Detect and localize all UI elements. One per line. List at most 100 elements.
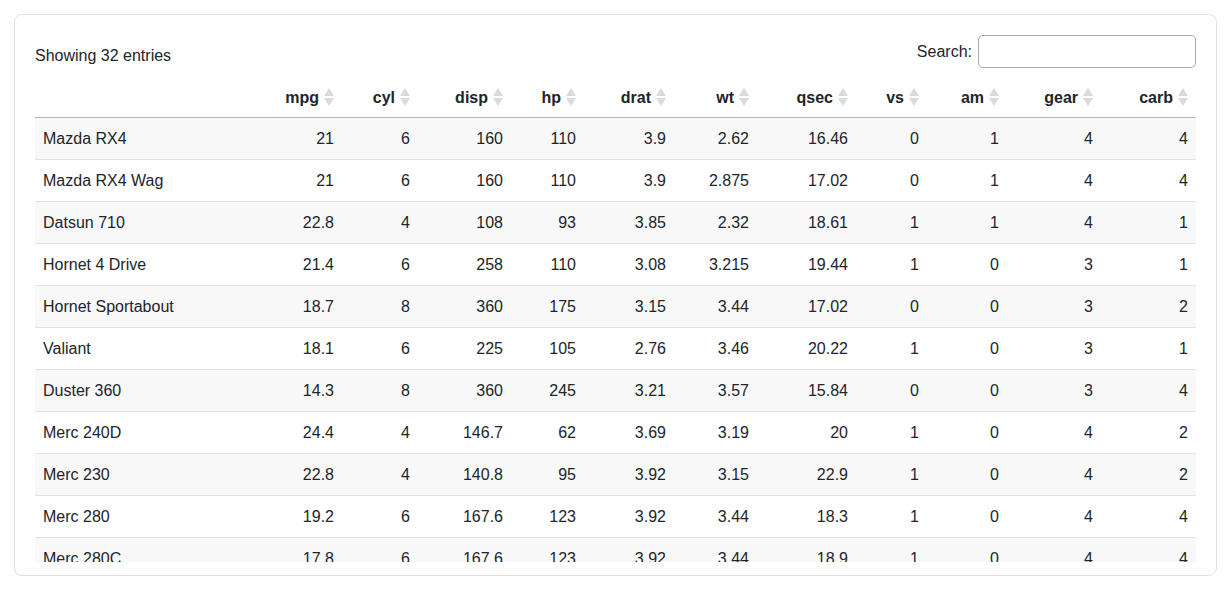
table-header-row: mpg cyl disphp drat wt qsec vs am gear carb — [35, 77, 1196, 118]
cell-am: 1 — [927, 202, 1007, 244]
sort-icon — [838, 88, 848, 106]
cell-gear: 4 — [1007, 496, 1101, 538]
cell-qsec: 20.22 — [757, 328, 856, 370]
cell-carb: 4 — [1101, 370, 1196, 412]
entries-count: Showing 32 entries — [35, 47, 171, 65]
cell-model: Hornet 4 Drive — [35, 244, 274, 286]
table-card: Showing 32 entries Search: mpg cyl disphp d… — [14, 14, 1217, 576]
cell-disp: 225 — [418, 328, 511, 370]
cell-disp: 360 — [418, 286, 511, 328]
cell-mpg: 17.8 — [274, 538, 342, 562]
sort-icon — [493, 88, 503, 106]
cell-disp: 146.7 — [418, 412, 511, 454]
cell-drat: 3.69 — [584, 412, 674, 454]
cell-am: 0 — [927, 496, 1007, 538]
column-header-wt[interactable]: wt — [674, 77, 757, 118]
table-body: Mazda RX42161601103.92.6216.460144Mazda … — [35, 118, 1196, 562]
cell-hp: 175 — [511, 286, 584, 328]
column-header-vs[interactable]: vs — [856, 77, 927, 118]
cell-vs: 1 — [856, 496, 927, 538]
cell-disp: 167.6 — [418, 538, 511, 562]
cell-hp: 110 — [511, 118, 584, 160]
cell-vs: 0 — [856, 118, 927, 160]
cell-qsec: 18.9 — [757, 538, 856, 562]
column-header-am[interactable]: am — [927, 77, 1007, 118]
cell-hp: 105 — [511, 328, 584, 370]
cell-hp: 93 — [511, 202, 584, 244]
column-header-disp[interactable]: disp — [418, 77, 511, 118]
cell-wt: 2.875 — [674, 160, 757, 202]
cell-model: Hornet Sportabout — [35, 286, 274, 328]
cell-qsec: 15.84 — [757, 370, 856, 412]
cell-cyl: 4 — [342, 412, 418, 454]
cell-gear: 3 — [1007, 286, 1101, 328]
column-header-carb[interactable]: carb — [1101, 77, 1196, 118]
cell-mpg: 18.1 — [274, 328, 342, 370]
column-header-gear[interactable]: gear — [1007, 77, 1101, 118]
cell-disp: 108 — [418, 202, 511, 244]
cell-drat: 3.85 — [584, 202, 674, 244]
column-header-cyl[interactable]: cyl — [342, 77, 418, 118]
table-row: Merc 240D24.44146.7623.693.19201042 — [35, 412, 1196, 454]
cell-gear: 4 — [1007, 160, 1101, 202]
cell-qsec: 16.46 — [757, 118, 856, 160]
cell-vs: 1 — [856, 202, 927, 244]
cell-wt: 3.57 — [674, 370, 757, 412]
cell-carb: 2 — [1101, 412, 1196, 454]
cell-mpg: 22.8 — [274, 202, 342, 244]
column-header-qsec[interactable]: qsec — [757, 77, 856, 118]
cell-qsec: 19.44 — [757, 244, 856, 286]
cell-drat: 3.08 — [584, 244, 674, 286]
column-label-qsec: qsec — [797, 87, 833, 108]
column-label-cyl: cyl — [373, 87, 395, 108]
search-container: Search: — [917, 35, 1196, 68]
cell-wt: 3.15 — [674, 454, 757, 496]
cell-gear: 4 — [1007, 118, 1101, 160]
column-label-vs: vs — [886, 87, 904, 108]
column-label-gear: gear — [1044, 87, 1078, 108]
cell-hp: 123 — [511, 538, 584, 562]
sort-icon — [656, 88, 666, 106]
cell-hp: 95 — [511, 454, 584, 496]
column-header-mpg[interactable]: mpg — [274, 77, 342, 118]
column-header-hp[interactable]: hp — [511, 77, 584, 118]
cell-mpg: 21 — [274, 160, 342, 202]
column-label-drat: drat — [621, 87, 651, 108]
table-row: Mazda RX4 Wag2161601103.92.87517.020144 — [35, 160, 1196, 202]
search-input[interactable] — [978, 35, 1196, 68]
cell-gear: 3 — [1007, 244, 1101, 286]
table-row: Merc 23022.84140.8953.923.1522.91042 — [35, 454, 1196, 496]
table-toolbar: Showing 32 entries Search: — [35, 35, 1196, 68]
column-label-wt: wt — [716, 87, 734, 108]
cell-hp: 110 — [511, 160, 584, 202]
table-scroll-area[interactable]: mpg cyl disphp drat wt qsec vs am gear carb Mazda… — [35, 77, 1196, 562]
cell-disp: 140.8 — [418, 454, 511, 496]
sort-icon — [739, 88, 749, 106]
table-row: Datsun 71022.84108933.852.3218.611141 — [35, 202, 1196, 244]
cell-am: 0 — [927, 286, 1007, 328]
cell-carb: 1 — [1101, 202, 1196, 244]
cell-vs: 1 — [856, 538, 927, 562]
column-header-drat[interactable]: drat — [584, 77, 674, 118]
cell-gear: 3 — [1007, 328, 1101, 370]
cell-carb: 2 — [1101, 454, 1196, 496]
cell-vs: 0 — [856, 286, 927, 328]
cell-drat: 3.9 — [584, 160, 674, 202]
data-table: mpg cyl disphp drat wt qsec vs am gear carb Mazda… — [35, 77, 1196, 562]
page: Showing 32 entries Search: mpg cyl disphp d… — [0, 0, 1231, 591]
sort-icon — [566, 88, 576, 106]
cell-cyl: 6 — [342, 538, 418, 562]
cell-carb: 2 — [1101, 286, 1196, 328]
cell-qsec: 22.9 — [757, 454, 856, 496]
cell-model: Mazda RX4 — [35, 118, 274, 160]
cell-drat: 3.92 — [584, 538, 674, 562]
cell-wt: 3.215 — [674, 244, 757, 286]
cell-carb: 1 — [1101, 244, 1196, 286]
cell-qsec: 17.02 — [757, 286, 856, 328]
cell-vs: 1 — [856, 412, 927, 454]
table-row: Duster 36014.383602453.213.5715.840034 — [35, 370, 1196, 412]
cell-cyl: 8 — [342, 370, 418, 412]
cell-mpg: 21.4 — [274, 244, 342, 286]
cell-drat: 3.92 — [584, 496, 674, 538]
cell-disp: 160 — [418, 118, 511, 160]
